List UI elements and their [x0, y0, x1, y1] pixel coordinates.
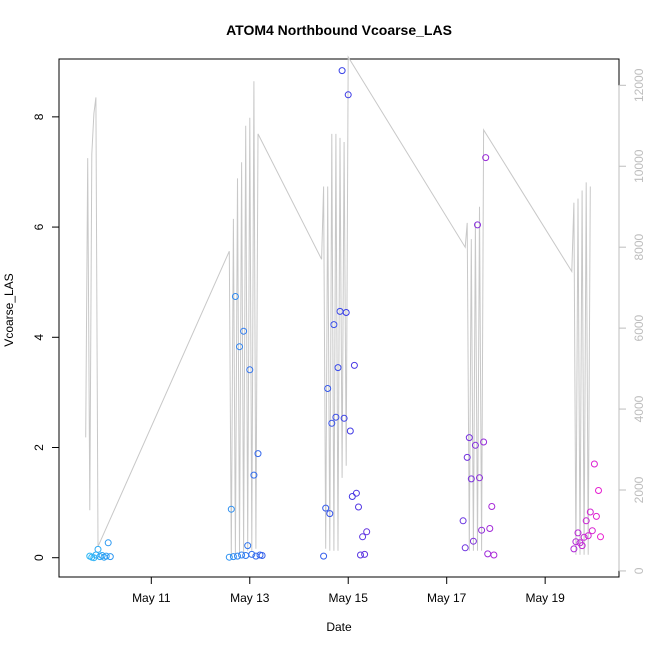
data-point	[234, 552, 241, 560]
data-point	[488, 503, 496, 510]
data-point	[106, 553, 114, 561]
data-point	[104, 539, 112, 547]
data-point	[355, 503, 362, 511]
data-point	[334, 364, 342, 372]
data-point	[586, 508, 594, 516]
y-tick-label: 0	[32, 554, 46, 561]
y2-tick-label: 4000	[632, 395, 646, 422]
data-point	[582, 517, 590, 525]
data-point	[328, 419, 336, 427]
points-layer	[86, 67, 604, 562]
data-point	[346, 427, 354, 435]
y2-tick-label: 0	[632, 567, 646, 574]
x-axis-label: Date	[326, 620, 352, 634]
y-axis: 0 2 4 6 8	[32, 113, 60, 561]
data-point	[320, 552, 328, 560]
y2-tick-label: 2000	[632, 476, 646, 503]
y2-axis: 0 2000 4000 6000 8000 10000 12000	[618, 68, 646, 574]
data-point	[102, 552, 110, 560]
data-point	[486, 525, 494, 532]
data-point	[363, 528, 371, 536]
data-point	[478, 526, 486, 534]
data-point	[244, 542, 252, 550]
x-tick-label: May 13	[230, 591, 270, 605]
data-point	[584, 532, 592, 540]
data-point	[474, 221, 481, 229]
data-point	[338, 67, 346, 75]
data-point	[463, 453, 471, 461]
data-point	[250, 471, 258, 479]
chart-title: ATOM4 Northbound Vcoarse_LAS	[226, 22, 452, 38]
y-tick-label: 4	[32, 334, 46, 341]
data-point	[597, 533, 604, 541]
y2-tick-label: 10000	[632, 149, 646, 183]
data-point	[595, 487, 602, 494]
y2-tick-label: 8000	[632, 234, 646, 261]
data-point	[588, 527, 596, 535]
data-point	[94, 545, 102, 553]
data-point	[231, 293, 239, 300]
data-point	[357, 551, 364, 559]
data-point	[242, 552, 250, 559]
data-point	[361, 550, 369, 558]
x-tick-label: May 15	[329, 591, 369, 605]
data-point	[590, 460, 598, 468]
x-axis: May 11 May 13 May 15 May 17 May 19	[132, 576, 565, 605]
data-point	[592, 512, 600, 520]
y2-tick-label: 6000	[632, 314, 646, 341]
data-point	[330, 321, 338, 329]
data-point	[229, 553, 237, 561]
data-point	[348, 493, 356, 500]
data-point	[238, 551, 246, 559]
y-axis-label: Vcoarse_LAS	[2, 273, 16, 346]
x-tick-label: May 19	[525, 591, 565, 605]
data-point	[484, 550, 492, 558]
data-point	[98, 552, 106, 559]
data-point	[578, 542, 586, 550]
data-point	[254, 450, 262, 458]
data-point	[350, 361, 358, 369]
y2-tick-label: 12000	[632, 68, 646, 102]
data-point	[225, 553, 233, 561]
data-point	[227, 505, 235, 513]
data-point	[490, 551, 498, 559]
data-point	[240, 327, 248, 335]
data-point	[336, 307, 344, 315]
data-point	[344, 91, 352, 99]
data-point	[258, 552, 266, 559]
data-point	[246, 366, 254, 374]
data-point	[574, 529, 582, 537]
data-point	[236, 343, 243, 351]
data-point	[352, 489, 360, 497]
data-point	[482, 154, 490, 162]
data-point	[324, 385, 332, 392]
data-point	[480, 438, 488, 446]
data-point	[459, 517, 467, 525]
data-point	[572, 538, 580, 546]
data-point	[461, 544, 469, 552]
x-tick-label: May 11	[132, 591, 171, 605]
data-point	[465, 434, 473, 442]
x-tick-label: May 17	[427, 591, 467, 605]
data-point	[359, 533, 367, 541]
data-point	[322, 504, 330, 512]
data-point	[476, 474, 483, 482]
line-series-0	[85, 55, 591, 557]
data-point	[326, 510, 334, 518]
data-point	[469, 537, 477, 545]
data-point	[580, 533, 588, 541]
data-point	[342, 309, 350, 316]
data-point	[471, 441, 479, 449]
y-tick-label: 6	[32, 223, 46, 230]
data-point	[340, 414, 348, 422]
y-tick-label: 2	[32, 444, 46, 451]
line-series-layer	[85, 55, 591, 557]
data-point	[570, 545, 578, 553]
data-point	[248, 550, 256, 558]
y-tick-label: 8	[32, 113, 46, 120]
data-point	[467, 475, 475, 483]
data-point	[332, 413, 340, 421]
